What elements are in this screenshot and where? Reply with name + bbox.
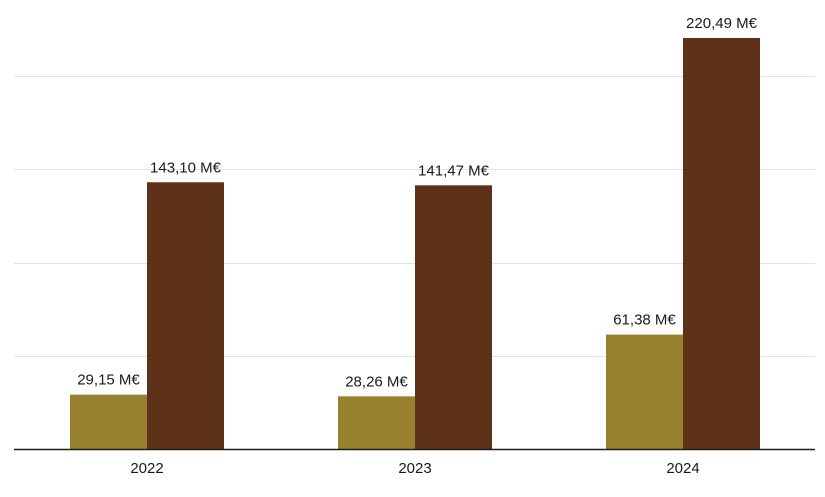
bar-2022-1 bbox=[70, 394, 147, 449]
data-labels: 29,15 M€ 143,10 M€ 28,26 M€ 141,47 M€ 61,38 … bbox=[77, 15, 757, 390]
x-tick-label: 2024 bbox=[666, 460, 699, 477]
x-axis-ticks: 2022 2023 2024 bbox=[130, 460, 699, 477]
data-label: 141,47 M€ bbox=[418, 162, 490, 179]
bar-2024-2 bbox=[683, 38, 760, 449]
data-label: 61,38 M€ bbox=[613, 312, 676, 329]
data-label: 28,26 M€ bbox=[345, 373, 408, 390]
bar-2023-2 bbox=[415, 185, 492, 449]
data-label: 220,49 M€ bbox=[686, 15, 758, 32]
bars bbox=[70, 38, 760, 449]
bar-2022-2 bbox=[147, 182, 224, 449]
data-label: 29,15 M€ bbox=[77, 372, 140, 389]
bar-2024-1 bbox=[606, 334, 683, 449]
x-tick-label: 2022 bbox=[130, 460, 163, 477]
x-tick-label: 2023 bbox=[398, 460, 431, 477]
data-label: 143,10 M€ bbox=[150, 159, 222, 176]
bar-2023-1 bbox=[338, 396, 415, 449]
